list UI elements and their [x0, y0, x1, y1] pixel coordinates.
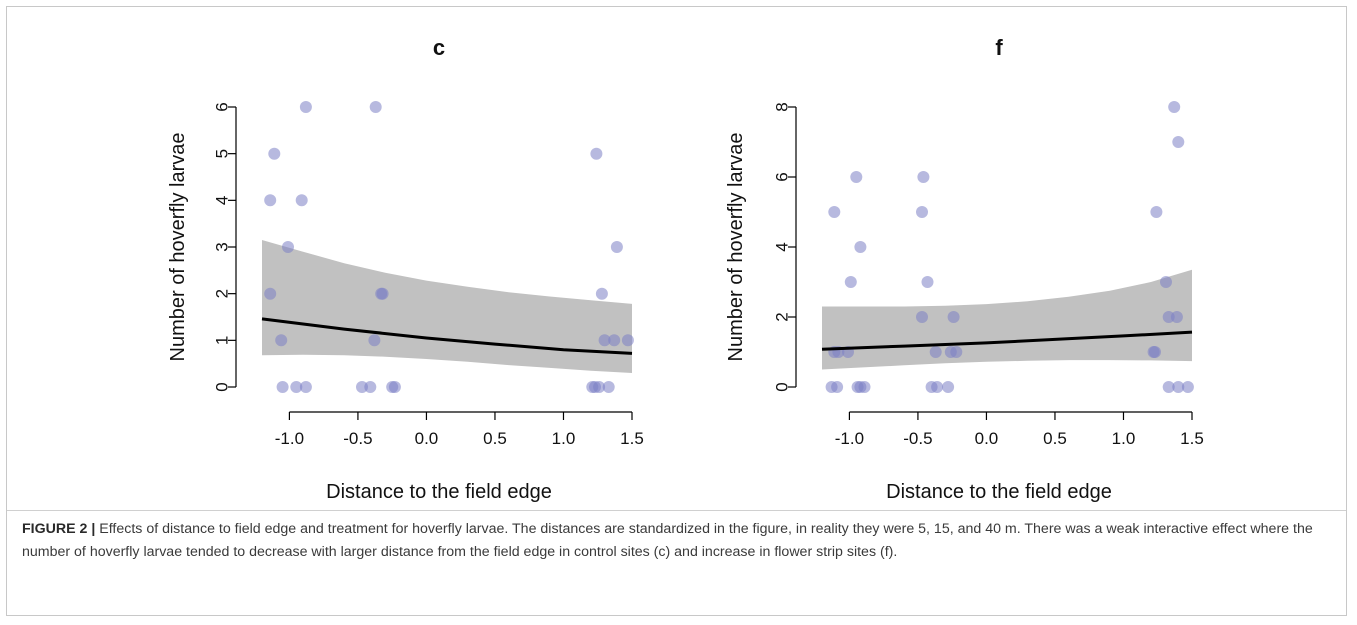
x-tick-label: 0.5: [483, 429, 507, 448]
data-point: [295, 194, 308, 207]
figure-plots: -1.0 -0.5 0.0 0.5 1.0 1.5 0 1 2 3 4 5 6 c Distance to …: [167, 35, 1204, 503]
data-point: [368, 334, 381, 347]
x-tick-label: -0.5: [903, 429, 932, 448]
data-point: [1170, 311, 1183, 323]
caption-divider: [7, 510, 1346, 511]
data-point: [947, 311, 960, 323]
panel-c: -1.0 -0.5 0.0 0.5 1.0 1.5 0 1 2 3 4 5 6 c Distance to …: [167, 35, 644, 503]
data-point: [1149, 346, 1161, 358]
data-point: [608, 334, 621, 347]
fit-line: [821, 330, 1193, 351]
data-point: [1150, 206, 1163, 218]
data-point: [1172, 381, 1185, 393]
data-point: [850, 171, 863, 183]
y-tick-label: 2: [773, 312, 792, 321]
x-axis-title: Distance to the field edge: [326, 481, 552, 503]
y-tick-label: 8: [773, 102, 792, 111]
y-axis-title: Number of hoverfly larvae: [725, 133, 747, 362]
confidence-band: [262, 240, 632, 373]
data-point: [282, 241, 294, 253]
y-tick-label: 3: [213, 242, 232, 251]
data-point: [376, 287, 389, 300]
data-point: [858, 381, 871, 393]
x-tick-label: 1.5: [620, 429, 644, 448]
x-axis-title: Distance to the field edge: [886, 481, 1112, 503]
data-point: [621, 334, 634, 347]
data-point: [854, 241, 867, 253]
figure-caption: FIGURE 2 | Effects of distance to field …: [22, 518, 1337, 564]
data-point: [299, 381, 312, 393]
data-point: [593, 381, 606, 393]
data-point: [388, 381, 401, 393]
data-point: [598, 334, 611, 347]
x-tick-label: 0.0: [415, 429, 439, 448]
data-point: [917, 171, 930, 183]
confidence-band: [822, 269, 1192, 370]
data-point: [299, 101, 312, 113]
data-point: [590, 147, 603, 160]
x-tick-label: 1.5: [1180, 429, 1204, 448]
y-tick-label: 1: [213, 336, 232, 345]
data-point: [356, 381, 368, 393]
x-tick-label: -1.0: [835, 429, 864, 448]
y-tick-label: 0: [773, 382, 792, 391]
data-point: [595, 287, 608, 300]
data-point: [275, 334, 288, 347]
data-point: [364, 381, 377, 393]
data-point: [916, 311, 928, 323]
data-point: [264, 194, 277, 207]
y-tick-label: 0: [213, 382, 232, 391]
data-point: [1172, 136, 1185, 148]
caption-text: Effects of distance to field edge and tr…: [22, 521, 1313, 560]
panel-title: f: [995, 35, 1003, 60]
data-point: [610, 241, 623, 253]
fit-line: [261, 317, 633, 355]
y-tick-label: 4: [773, 242, 792, 251]
data-point: [276, 381, 289, 393]
data-point: [916, 206, 928, 218]
data-point: [290, 381, 303, 393]
y-tick-label: 4: [213, 196, 232, 205]
x-tick-label: 1.0: [1112, 429, 1136, 448]
data-point: [1181, 381, 1194, 393]
y-tick-label: 6: [213, 102, 232, 111]
y-tick-label: 5: [213, 149, 232, 158]
data-point: [602, 381, 615, 393]
data-point: [931, 381, 944, 393]
data-point: [1160, 276, 1172, 288]
data-point: [1162, 311, 1175, 323]
x-tick-label: 0.5: [1043, 429, 1067, 448]
data-point: [831, 381, 844, 393]
data-point: [264, 287, 277, 300]
x-tick-label: -0.5: [343, 429, 372, 448]
x-tick-label: 1.0: [552, 429, 576, 448]
data-point: [921, 276, 934, 288]
y-tick-label: 2: [213, 289, 232, 298]
data-point: [950, 346, 963, 358]
y-tick-label: 6: [773, 172, 792, 181]
data-point: [1168, 101, 1181, 113]
data-point: [929, 346, 942, 358]
x-tick-label: -1.0: [275, 429, 304, 448]
caption-figure-label: FIGURE 2 |: [22, 521, 96, 537]
data-point: [828, 206, 841, 218]
panel-f: -1.0 -0.5 0.0 0.5 1.0 1.5 0 2 4 6 8 f Distance to th…: [725, 35, 1204, 503]
panel-title: c: [433, 35, 445, 60]
data-point: [844, 276, 857, 288]
x-tick-label: 0.0: [975, 429, 999, 448]
data-point: [1162, 381, 1175, 393]
data-point: [942, 381, 955, 393]
data-point: [268, 147, 281, 160]
data-point: [369, 101, 382, 113]
y-axis-title: Number of hoverfly larvae: [167, 133, 189, 362]
